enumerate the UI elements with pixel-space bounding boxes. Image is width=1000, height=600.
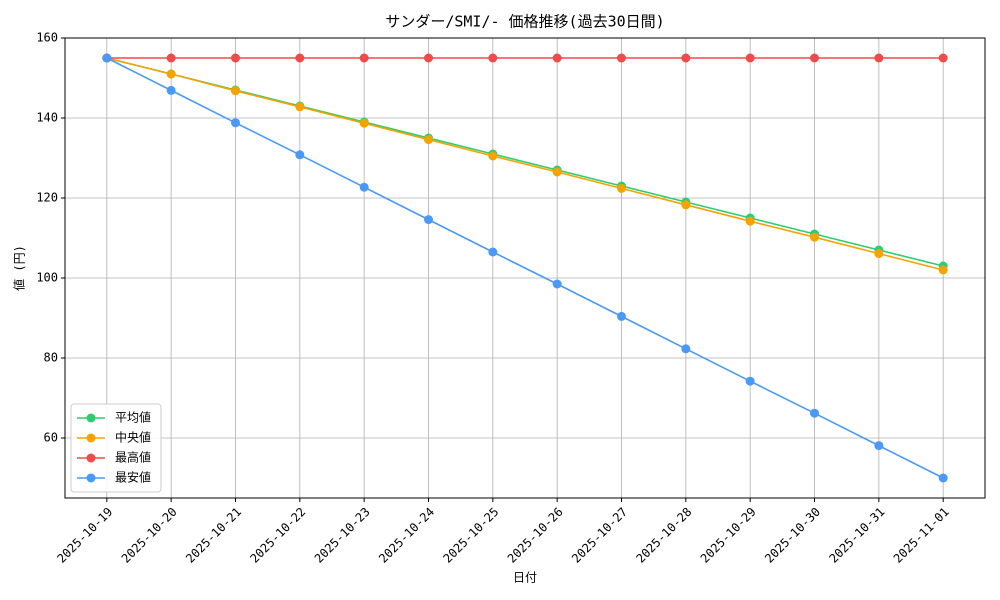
x-axis-label: 日付: [513, 571, 537, 585]
data-point: [745, 376, 755, 386]
data-point: [874, 249, 884, 259]
data-point: [230, 53, 240, 63]
data-point: [552, 53, 562, 63]
data-point: [681, 200, 691, 210]
data-point: [938, 265, 948, 275]
x-tick-label: 2025-10-23: [312, 505, 373, 566]
data-point: [295, 53, 305, 63]
data-point: [745, 216, 755, 226]
data-point: [230, 118, 240, 128]
data-point: [938, 473, 948, 483]
data-point: [745, 53, 755, 63]
data-point: [617, 183, 627, 193]
y-tick-label: 80: [44, 351, 58, 365]
data-point: [102, 53, 112, 63]
data-point: [874, 53, 884, 63]
data-point: [488, 53, 498, 63]
plot-frame: [64, 37, 986, 499]
data-point: [423, 215, 433, 225]
legend-marker: [86, 433, 96, 443]
series-line: [106, 57, 944, 479]
y-tick-label: 120: [36, 191, 58, 205]
x-tick-label: 2025-10-31: [826, 505, 887, 566]
x-tick-label: 2025-10-29: [698, 505, 759, 566]
data-point: [617, 53, 627, 63]
data-point: [488, 247, 498, 257]
x-tick-label: 2025-11-01: [891, 505, 952, 566]
data-point: [295, 150, 305, 160]
legend-label: 平均値: [115, 410, 151, 425]
data-point: [938, 53, 948, 63]
y-axis-label: 値 (円): [12, 245, 27, 291]
data-point: [552, 279, 562, 289]
legend-marker: [86, 473, 96, 483]
data-point: [423, 135, 433, 145]
x-tick-label: 2025-10-19: [54, 505, 115, 566]
data-point: [681, 53, 691, 63]
data-point: [166, 53, 176, 63]
data-point: [552, 167, 562, 177]
data-point: [488, 151, 498, 161]
legend-label: 最安値: [115, 470, 151, 485]
legend-box: [70, 403, 162, 493]
y-tick-label: 100: [36, 271, 58, 285]
data-point: [810, 53, 820, 63]
legend-marker: [86, 453, 96, 463]
legend-marker: [86, 413, 96, 423]
legend-label: 最高値: [115, 450, 151, 465]
y-tick-label: 140: [36, 111, 58, 125]
x-tick-label: 2025-10-22: [247, 505, 308, 566]
data-point: [810, 408, 820, 418]
y-tick-label: 160: [36, 31, 58, 45]
data-point: [617, 311, 627, 321]
series-line: [106, 57, 944, 271]
legend-label: 中央値: [115, 430, 151, 445]
x-tick-label: 2025-10-26: [505, 505, 566, 566]
chart-title: サンダー/SMI/- 価格推移(過去30日間): [385, 13, 664, 31]
data-point: [295, 102, 305, 112]
data-point: [681, 344, 691, 354]
x-tick-label: 2025-10-21: [183, 505, 244, 566]
x-tick-label: 2025-10-25: [440, 505, 501, 566]
data-point: [423, 53, 433, 63]
data-point: [874, 441, 884, 451]
x-tick-label: 2025-10-28: [633, 505, 694, 566]
data-point: [230, 86, 240, 96]
x-tick-label: 2025-10-27: [569, 505, 630, 566]
data-point: [359, 118, 369, 128]
data-point: [359, 182, 369, 192]
y-tick-label: 60: [44, 431, 58, 445]
x-tick-label: 2025-10-30: [762, 505, 823, 566]
data-point: [359, 53, 369, 63]
data-point: [166, 69, 176, 79]
x-tick-label: 2025-10-20: [119, 505, 180, 566]
data-point: [810, 232, 820, 242]
data-point: [166, 85, 176, 95]
x-tick-label: 2025-10-24: [376, 505, 437, 566]
